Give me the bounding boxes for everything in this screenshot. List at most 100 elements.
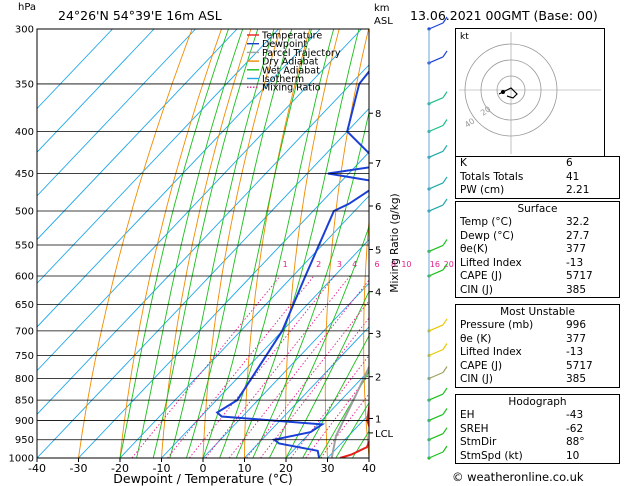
wet-adiabat-line — [318, 370, 369, 458]
mixing-ratio-line — [205, 275, 351, 458]
wind-barb — [428, 393, 444, 401]
isotherm-line — [78, 151, 369, 458]
isotherm-line — [37, 29, 321, 328]
most-unstable-title: Most Unstable — [500, 306, 575, 318]
surface-row: Temp (°C) 32.2 — [460, 216, 590, 228]
hodograph-row: EH -43 — [460, 409, 584, 421]
wind-barb — [428, 182, 444, 190]
pressure-tick-label: 900 — [15, 416, 34, 427]
temperature-profile — [339, 400, 369, 458]
index-totals: Totals Totals 41 — [460, 170, 580, 183]
pressure-tick-label: 850 — [15, 396, 34, 407]
mixing-ratio-label: 4 — [352, 260, 357, 269]
wet-adiabat-line — [119, 29, 229, 458]
wind-barb-flag — [442, 198, 448, 206]
isotherm-line — [202, 282, 369, 458]
isotherm-line — [285, 369, 369, 458]
pressure-tick-label: 300 — [15, 25, 34, 36]
most-unstable-row: θe (K) 377 — [460, 332, 587, 345]
wind-barb-flag — [442, 239, 448, 246]
hodograph-row: StmDir 88° — [460, 436, 585, 448]
x-tick-label: 30 — [321, 462, 335, 475]
storm-motion-marker — [501, 90, 505, 94]
hodograph-row: SREH -62 — [460, 422, 584, 435]
wind-barb-flag — [442, 343, 448, 350]
dry-adiabat-line — [437, 29, 457, 458]
height-km-label: 4 — [375, 288, 381, 299]
surface-title: Surface — [517, 203, 558, 215]
wind-barb-flag — [442, 50, 448, 58]
isotherm-line — [37, 29, 196, 197]
legend-entry: Mixing Ratio — [262, 83, 321, 94]
wind-barb — [428, 244, 444, 252]
most-unstable-table: Most Unstable Pressure (mb) 996 θe (K) 377… — [455, 304, 620, 388]
mixing-ratio-line — [167, 275, 315, 458]
hodograph-title: Hodograph — [508, 396, 567, 408]
pressure-tick-label: 650 — [15, 300, 34, 311]
x-axis-title: Dewpoint / Temperature (°C) — [113, 471, 292, 486]
pressure-tick-label: 950 — [15, 435, 34, 446]
pressure-unit-label: hPa — [18, 2, 37, 13]
wet-adiabat-line — [302, 334, 369, 458]
datetime-title: 13.06.2021 00GMT (Base: 00) — [410, 8, 598, 23]
legend-entry: Dry Adiabat — [262, 57, 319, 68]
isotherm-line — [37, 29, 238, 241]
mixing-ratio-label: 6 — [374, 260, 379, 269]
pressure-tick-label: 800 — [15, 374, 34, 385]
wind-barb-flag — [442, 16, 448, 24]
wind-barb — [428, 348, 444, 357]
wet-adiabat-line — [335, 401, 369, 458]
most-unstable-row: CIN (J) 385 — [460, 373, 587, 385]
surface-row: Dewp (°C) 27.7 — [460, 229, 590, 242]
isotherm-line — [37, 64, 369, 415]
wind-barb — [428, 97, 444, 105]
wind-barb-flag — [442, 119, 448, 126]
height-km-label: 7 — [375, 159, 381, 170]
legend-entry: Wet Adiabat — [262, 65, 320, 76]
legend-entry: Isotherm — [262, 74, 304, 85]
x-tick-label: -10 — [153, 462, 171, 475]
location-title: 24°26'N 54°39'E 16m ASL — [58, 8, 222, 23]
x-tick-label: 10 — [238, 462, 252, 475]
wind-barb-flag — [442, 144, 448, 152]
most-unstable-row: Lifted Index -13 — [460, 346, 584, 358]
wind-barb — [428, 22, 444, 30]
height-unit-asl: ASL — [374, 16, 393, 27]
most-unstable-row: CAPE (J) 5717 — [460, 359, 593, 372]
x-tick-label: -40 — [28, 462, 46, 475]
pressure-tick-label: 350 — [15, 79, 34, 90]
x-tick-label: -30 — [70, 462, 88, 475]
dry-adiabat-line — [78, 29, 193, 458]
credit-text: © weatheronline.co.uk — [452, 470, 584, 484]
surface-row: θe(K) 377 — [460, 243, 587, 255]
mixing-ratio-label: 1 — [283, 260, 288, 269]
height-km-label: 6 — [375, 202, 381, 213]
wind-barb — [428, 433, 444, 441]
parcel-trajectory — [330, 364, 369, 458]
surface-row: Lifted Index -13 — [460, 256, 584, 269]
index-pw: PW (cm) 2.21 — [460, 184, 590, 196]
x-tick-label: 40 — [362, 462, 376, 475]
hodograph-row: StmSpd (kt) 10 — [460, 449, 580, 462]
mixing-ratio-label: 8 — [391, 260, 396, 269]
wind-barb — [428, 124, 444, 133]
surface-table: Surface Temp (°C) 32.2 Dewp (°C) 27.7 θe(K… — [455, 201, 620, 298]
wet-adiabat-line — [136, 29, 244, 458]
pressure-tick-label: 1000 — [9, 454, 34, 465]
legend-entry: Parcel Trajectory — [262, 48, 341, 59]
isotherm-line — [37, 29, 279, 284]
dry-adiabat-line — [119, 29, 222, 458]
wind-barb-flag — [442, 427, 448, 435]
wind-barb-flag — [442, 318, 448, 326]
wind-barb — [428, 56, 444, 64]
pressure-tick-label: 700 — [15, 326, 34, 337]
wind-barb — [428, 371, 444, 380]
wind-barb — [428, 413, 444, 422]
wind-barb-flag — [442, 366, 448, 373]
mixing-ratio-label: 3 — [337, 260, 342, 269]
mixing-ratio-label: 10 — [401, 260, 411, 269]
pressure-tick-label: 750 — [15, 351, 34, 362]
